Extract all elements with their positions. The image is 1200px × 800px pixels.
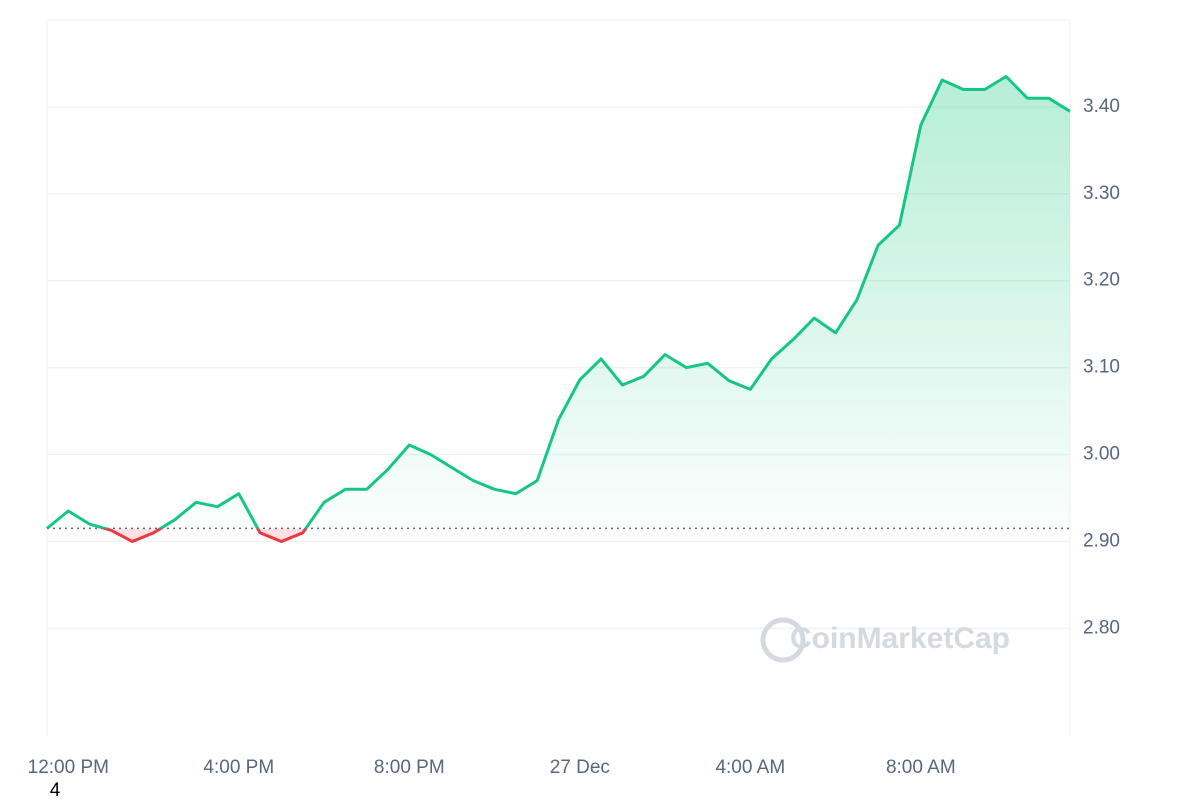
x-tick-label: 4:00 AM	[715, 757, 785, 778]
watermark-logo	[760, 617, 806, 663]
x-tick-label: 8:00 AM	[886, 757, 956, 778]
x-tick-label: 4:00 PM	[203, 757, 274, 778]
annotation: 4	[50, 780, 61, 800]
x-tick-label: 12:00 PM	[28, 757, 109, 778]
watermark: CoinMarketCap	[790, 622, 1010, 655]
y-tick-label: 3.20	[1083, 270, 1120, 291]
y-tick-label: 2.90	[1083, 530, 1120, 551]
y-tick-label: 3.40	[1083, 96, 1120, 117]
x-tick-label: 8:00 PM	[374, 757, 445, 778]
y-tick-label: 2.80	[1083, 617, 1120, 638]
y-tick-label: 3.00	[1083, 444, 1120, 465]
y-tick-label: 3.30	[1083, 183, 1120, 204]
y-tick-label: 3.10	[1083, 357, 1120, 378]
price-line	[46, 75, 1071, 543]
x-tick-label: 27 Dec	[550, 757, 610, 778]
area	[47, 76, 1070, 542]
